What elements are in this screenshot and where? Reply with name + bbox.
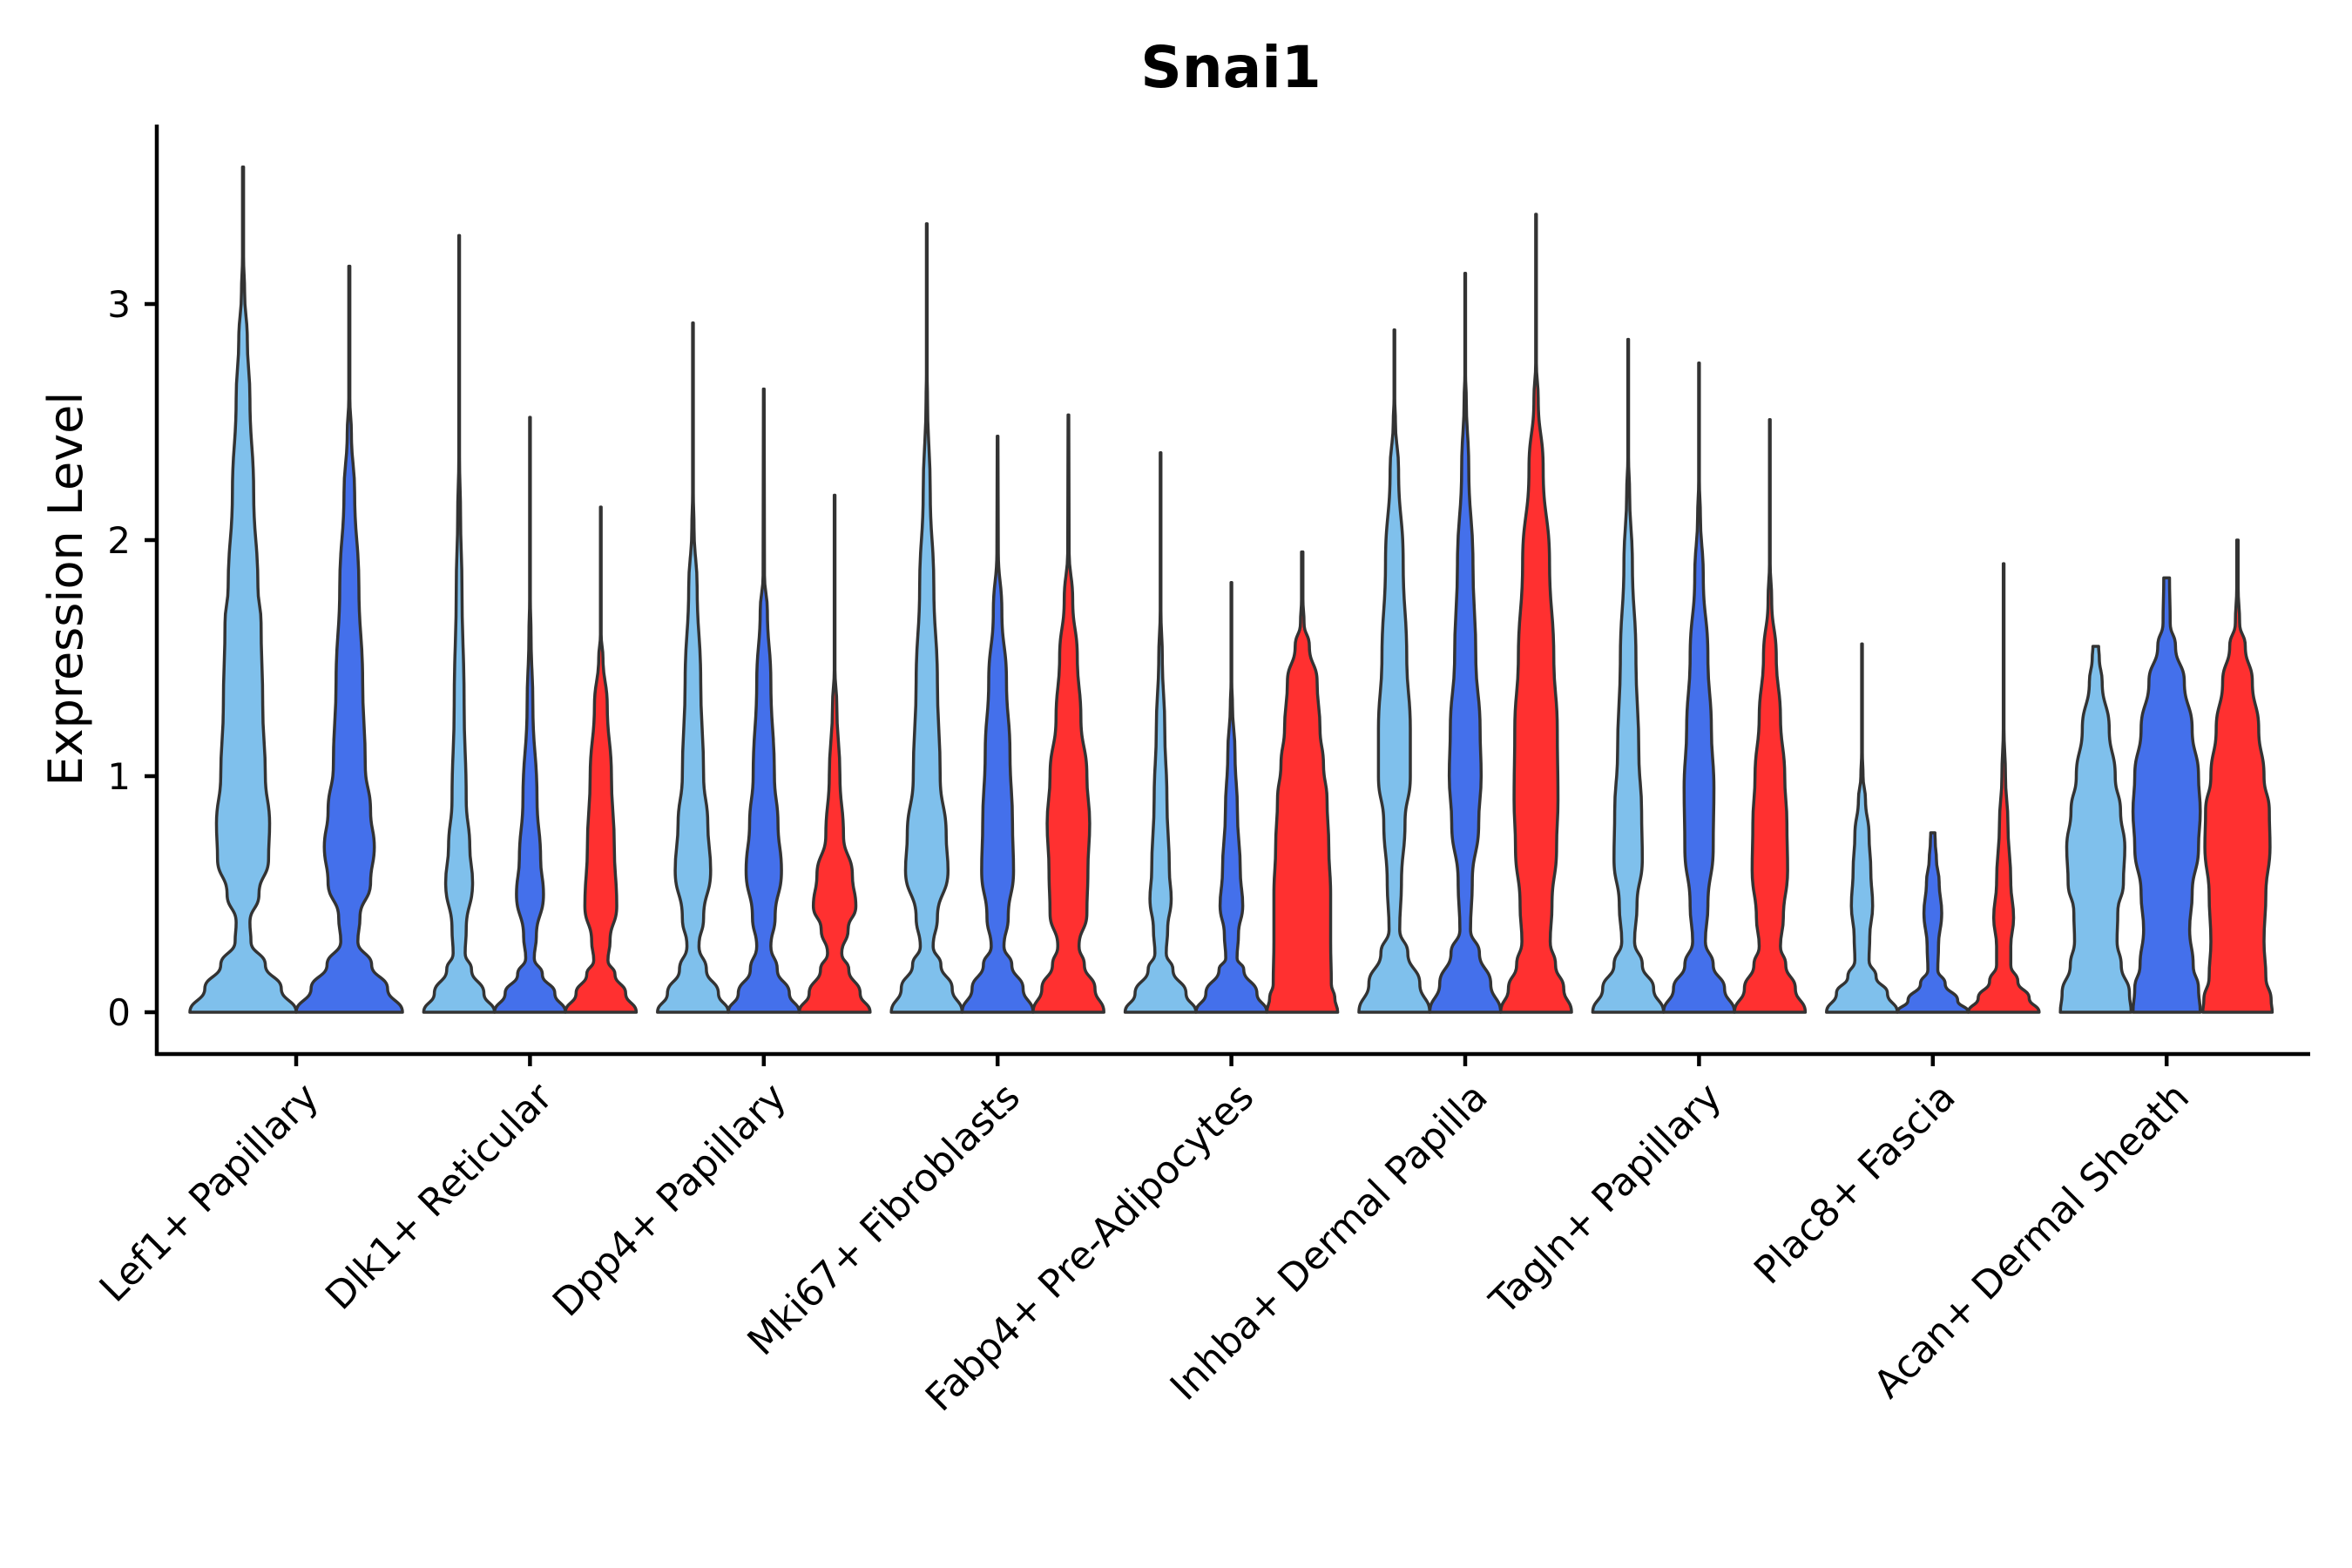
violin-cond2 <box>2131 576 2202 1014</box>
violin-group <box>1123 450 1340 1014</box>
violin-group <box>889 222 1105 1014</box>
violin-cond3 <box>1031 413 1105 1014</box>
violin-cond2 <box>727 387 801 1014</box>
violin-cond3 <box>1733 418 1808 1014</box>
violin-cond1 <box>1357 328 1432 1014</box>
x-tick-label: Dpp4+ Papillary <box>544 1075 795 1326</box>
chart-title: Snai1 <box>1140 34 1321 101</box>
violin-cond2 <box>492 416 567 1014</box>
violin-cond1 <box>188 166 298 1014</box>
violin-group <box>422 233 639 1014</box>
violin-cond2 <box>960 435 1035 1014</box>
x-tick-label: Tagln+ Papillary <box>1481 1075 1730 1324</box>
violin-cond3 <box>797 493 872 1014</box>
violin-group <box>1825 562 2041 1014</box>
y-tick-label: 2 <box>107 519 131 562</box>
violin-cond2 <box>1428 272 1503 1014</box>
violin-cond3 <box>1265 550 1340 1014</box>
violin-cond3 <box>1966 562 2041 1014</box>
violin-cond3 <box>564 505 639 1014</box>
violin-group <box>1357 213 1573 1014</box>
violin-cond3 <box>1498 213 1573 1014</box>
y-tick-label: 0 <box>107 991 131 1034</box>
x-tick-label: Plac8+ Fascia <box>1746 1075 1964 1294</box>
x-tick-label: Dlk1+ Reticular <box>317 1074 562 1319</box>
y-axis-label: Expression Level <box>38 392 93 787</box>
violin-cond1 <box>1825 642 1899 1014</box>
violin-cond2 <box>294 264 404 1014</box>
violin-cond2 <box>1194 581 1269 1014</box>
violin-cond1 <box>656 321 730 1014</box>
x-tick-label: Lef1+ Papillary <box>91 1075 328 1311</box>
violin-cond1 <box>889 222 964 1014</box>
violin-group <box>656 321 872 1014</box>
violin-cond1 <box>422 233 497 1014</box>
violin-group <box>188 166 404 1014</box>
violin-cond1 <box>1123 450 1198 1014</box>
violin-cond2 <box>1661 362 1736 1014</box>
violin-group <box>2058 538 2274 1014</box>
y-ticks: 0 1 2 3 <box>107 283 157 1034</box>
violin-group <box>1591 337 1808 1014</box>
violin-cond2 <box>1896 831 1970 1014</box>
violins-layer <box>188 166 2274 1014</box>
violin-cond1 <box>2058 645 2133 1014</box>
violin-cond1 <box>1591 337 1666 1014</box>
violin-cond3 <box>2200 538 2274 1014</box>
y-tick-label: 3 <box>107 283 131 326</box>
y-tick-label: 1 <box>107 755 131 798</box>
